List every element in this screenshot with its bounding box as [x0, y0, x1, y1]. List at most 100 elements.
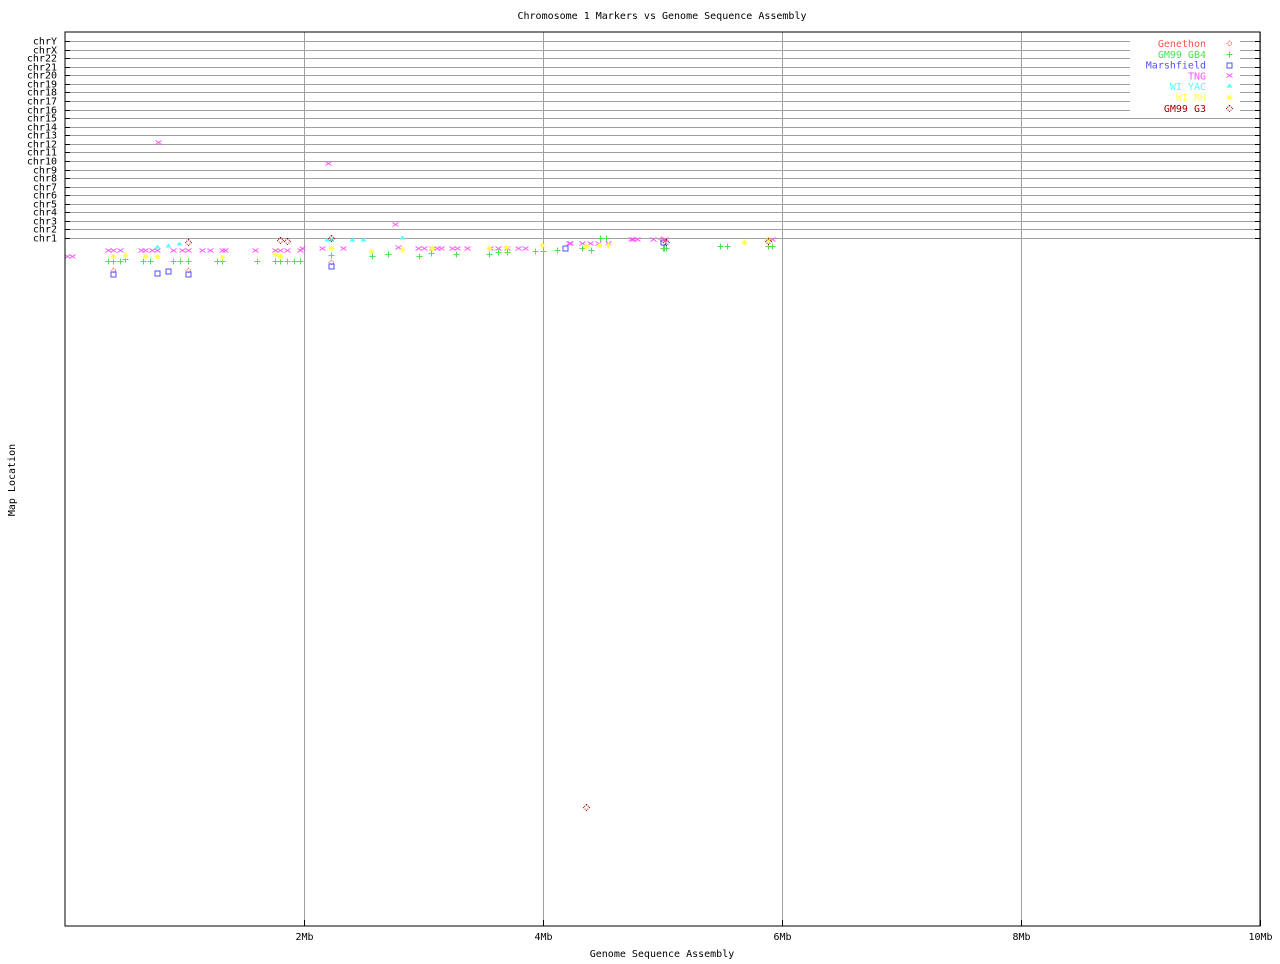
- data-point-tng: [207, 248, 214, 253]
- y-tick-label: chr10: [27, 157, 57, 168]
- data-point-gm99-gb4: [254, 258, 261, 265]
- data-point-gm99-g3: [662, 238, 671, 247]
- legend-marker-marshfield: [1226, 62, 1233, 69]
- data-point-tng: [628, 237, 635, 242]
- y-tick-label: chr16: [27, 106, 57, 117]
- data-point-gm99-gb4: [385, 251, 392, 258]
- data-point-marshfield: [562, 245, 569, 252]
- data-point-tng: [297, 248, 304, 253]
- data-point-wi-yac: [154, 244, 161, 249]
- legend-label-tng: TNG: [1188, 71, 1206, 82]
- data-point-wi-rh: [765, 236, 772, 243]
- data-point-tng: [392, 222, 399, 227]
- data-point-tng: [319, 246, 326, 251]
- data-point-wi-rh: [277, 253, 284, 260]
- data-point-tng: [284, 248, 291, 253]
- data-point-gm99-gb4: [724, 243, 731, 250]
- data-point-tng: [662, 237, 669, 242]
- data-point-tng: [454, 246, 461, 251]
- data-point-wi-yac: [399, 235, 406, 240]
- series-wi-yac: [154, 235, 406, 249]
- data-point-tng: [415, 246, 422, 251]
- legend-label-marshfield: Marshfield: [1146, 61, 1206, 72]
- data-point-tng: [495, 246, 502, 251]
- data-point-gm99-gb4: [428, 250, 435, 257]
- data-point-gm99-gb4: [453, 251, 460, 258]
- series-wi-rh: [110, 236, 772, 261]
- series-gm99-g3: [184, 234, 773, 812]
- legend-background: [1130, 70, 1240, 82]
- y-tick-label: chr19: [27, 80, 57, 91]
- y-tick-label: chr3: [33, 217, 57, 228]
- y-tick-label: chr4: [33, 208, 57, 219]
- y-tick-label: chr13: [27, 131, 57, 142]
- x-tick-label: 6Mb: [773, 932, 791, 943]
- data-point-gm99-gb4: [597, 235, 604, 242]
- data-point-genethon: [110, 267, 117, 274]
- legend-marker-wi-rh: [1226, 94, 1233, 101]
- y-tick-label: chr11: [27, 148, 57, 159]
- legend-label-gm99-gb4: GM99 GB4: [1158, 50, 1206, 61]
- data-point-tng: [395, 245, 402, 250]
- y-tick-label: chr1: [33, 234, 57, 245]
- y-tick-label: chr14: [27, 123, 57, 134]
- data-point-wi-rh: [219, 254, 226, 261]
- data-point-tng: [515, 246, 522, 251]
- axis-ticks: 2Mb 4Mb 6Mb 8Mb 10Mb chr1chr2chr3chr4chr5chr6…: [27, 37, 1273, 944]
- data-point-wi-rh: [596, 242, 603, 249]
- legend-background: [1130, 48, 1240, 60]
- y-tick-label: chr6: [33, 191, 57, 202]
- data-point-wi-yac: [176, 241, 183, 246]
- data-point-gm99-gb4: [717, 243, 724, 250]
- data-point-gm99-gb4: [170, 258, 177, 265]
- y-tick-label: chr9: [33, 166, 57, 177]
- data-point-tng: [272, 248, 279, 253]
- data-point-tng: [438, 246, 445, 251]
- data-point-gm99-gb4: [504, 249, 511, 256]
- y-tick-label: chr22: [27, 54, 57, 65]
- data-point-gm99-g3: [327, 234, 336, 243]
- y-tick-label: chr2: [33, 225, 57, 236]
- data-point-tng: [69, 254, 76, 259]
- data-points: [64, 140, 776, 812]
- data-point-tng: [199, 248, 206, 253]
- data-point-gm99-gb4: [284, 258, 291, 265]
- x-tick-label: 8Mb: [1012, 932, 1030, 943]
- data-point-gm99-g3: [582, 803, 591, 812]
- data-point-tng: [185, 248, 192, 253]
- data-point-gm99-gb4: [532, 248, 539, 255]
- legend-marker-gm99-g3: [1225, 104, 1234, 113]
- data-point-marshfield: [154, 270, 161, 277]
- data-point-marshfield: [185, 271, 192, 278]
- data-point-wi-rh: [583, 243, 590, 250]
- data-point-tng: [219, 248, 226, 253]
- y-tick-label: chr5: [33, 200, 57, 211]
- series-marshfield: [110, 239, 667, 278]
- y-tick-label: chr21: [27, 63, 57, 74]
- y-tick-label: chr15: [27, 114, 57, 125]
- legend-background: [1130, 102, 1240, 114]
- series-tng: [64, 140, 776, 259]
- data-point-wi-rh: [368, 248, 375, 255]
- y-tick-label: chr12: [27, 140, 57, 151]
- data-point-tng: [464, 246, 471, 251]
- data-point-wi-rh: [486, 245, 493, 252]
- legend-background: [1130, 59, 1240, 71]
- data-point-gm99-g3: [764, 237, 773, 246]
- data-point-genethon: [658, 236, 665, 243]
- data-point-gm99-gb4: [369, 253, 376, 260]
- data-point-wi-rh: [328, 245, 335, 252]
- data-point-tng: [634, 237, 641, 242]
- data-point-tng: [299, 246, 306, 251]
- data-point-tng: [117, 248, 124, 253]
- data-point-tng: [340, 246, 347, 251]
- data-point-marshfield: [328, 263, 335, 270]
- data-point-tng: [105, 248, 112, 253]
- data-point-tng: [522, 246, 529, 251]
- data-point-gm99-gb4: [486, 251, 493, 258]
- legend-background: [1130, 81, 1240, 93]
- legend-background: [1130, 38, 1240, 49]
- data-point-wi-rh: [110, 253, 117, 260]
- data-point-tng: [149, 248, 156, 253]
